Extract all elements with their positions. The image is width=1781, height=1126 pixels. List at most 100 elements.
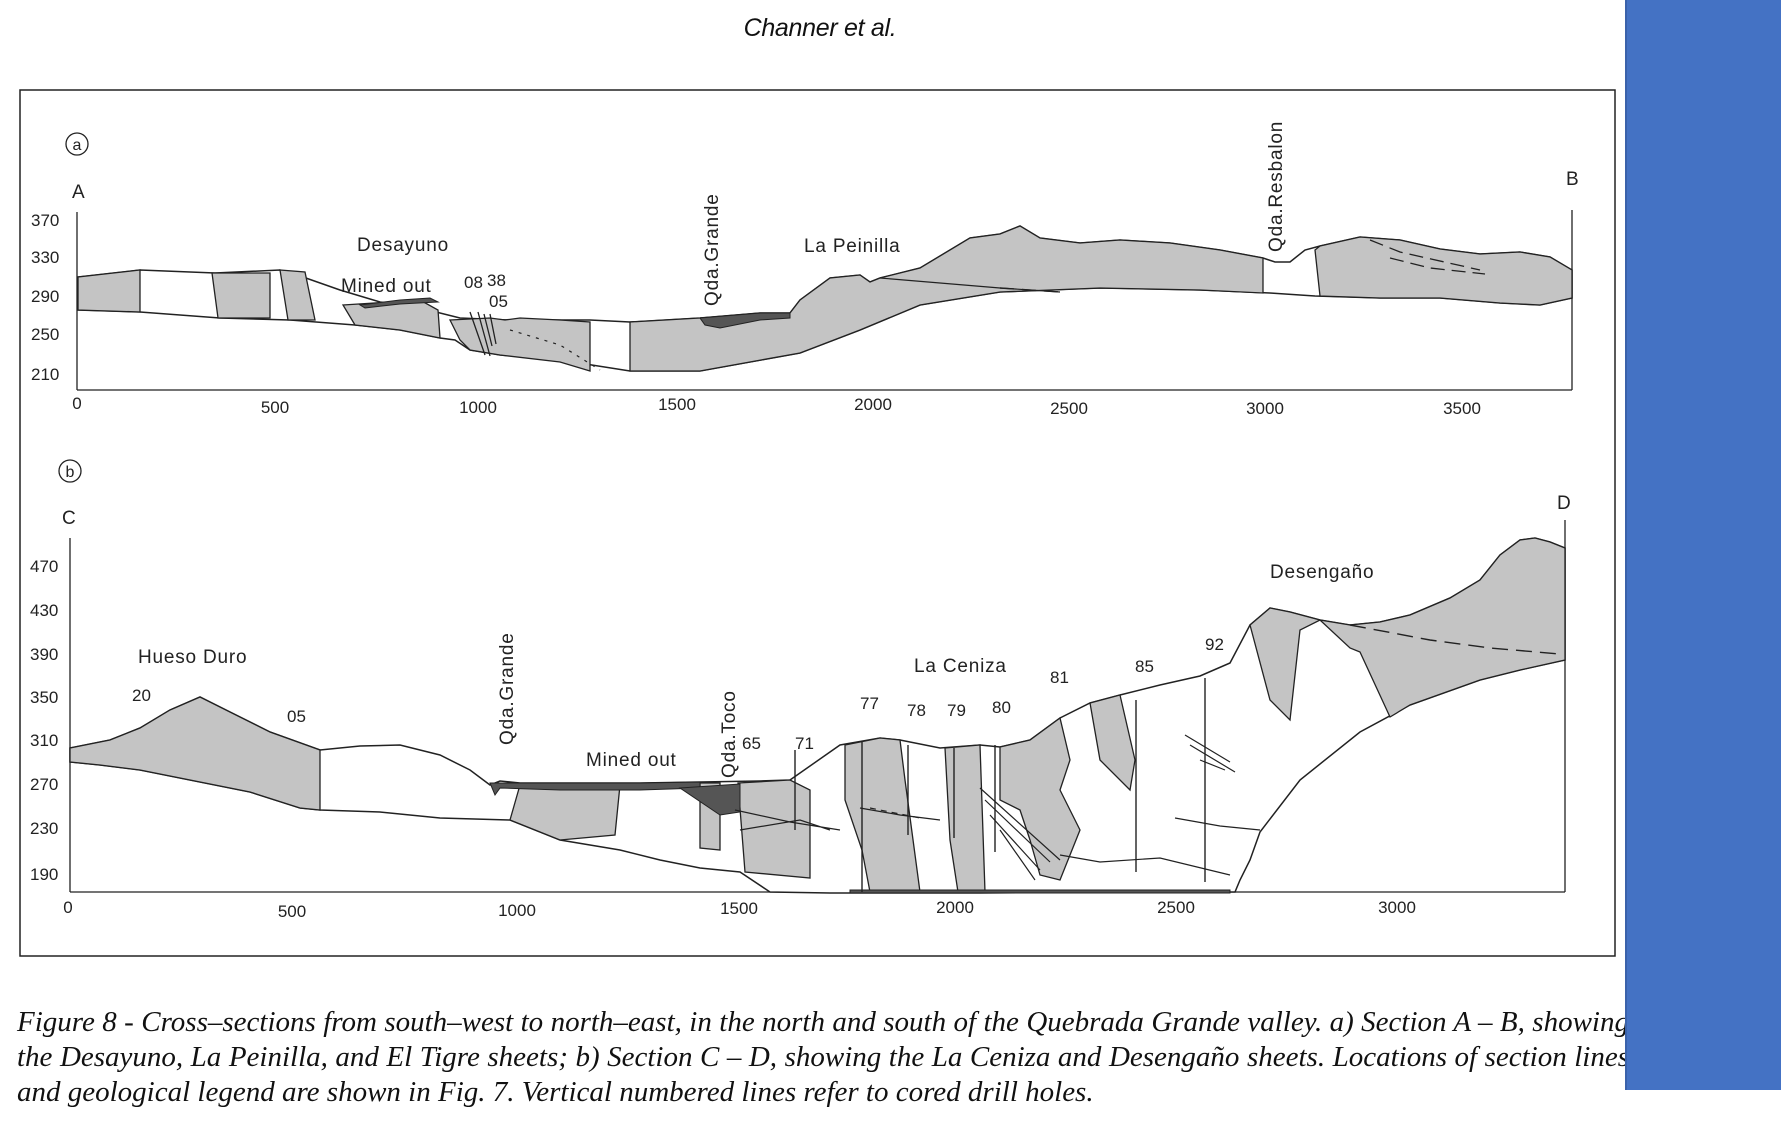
section-b-marker: b [66, 464, 75, 481]
x-tick: 3000 [1246, 399, 1284, 418]
section-b-contact-line [979, 787, 1061, 881]
section-a-contact-line [1369, 239, 1481, 271]
section-b-contact-line [1349, 624, 1561, 655]
y-tick: 370 [31, 211, 59, 230]
running-header-author: Channer et al. [743, 14, 897, 42]
section-a-dark-layer [358, 297, 440, 309]
section-a-contact-line [509, 329, 601, 371]
x-tick: 500 [278, 902, 306, 921]
drill-hole-label: 08 [464, 273, 483, 292]
section-b-dark-layer [849, 889, 1231, 894]
section-b-contact-line [1174, 817, 1261, 831]
section-b-start-label: C [62, 508, 77, 529]
section-b-rock-block [1089, 694, 1136, 792]
x-tick: 3000 [1378, 898, 1416, 917]
cross-section-figure: a A B 370 330 290 250 210 0 500 1000 150… [19, 89, 1616, 957]
y-tick: 290 [31, 287, 59, 306]
x-tick: 2000 [936, 898, 974, 917]
section-a-rock-block [448, 317, 591, 372]
section-a-fault-line [469, 311, 497, 357]
section-b-rock-block [509, 784, 621, 841]
y-tick: 230 [30, 819, 58, 838]
y-tick: 250 [31, 325, 59, 344]
section-b-y-ticks: 470 430 390 350 310 270 230 190 [30, 557, 58, 884]
section-b: b C D 470 430 390 350 310 270 230 190 0 … [30, 459, 1572, 921]
place-label-mined-out: Mined out [586, 750, 677, 771]
place-label-mined-out: Mined out [341, 276, 432, 297]
y-tick: 210 [31, 365, 59, 384]
drill-hole-label: 80 [992, 698, 1011, 717]
section-a-dark-layer [699, 312, 791, 329]
section-a-contact-line [1389, 257, 1486, 275]
place-label-desayuno: Desayuno [357, 235, 449, 256]
section-a-marker: a [73, 137, 82, 154]
drill-hole-label: 85 [1135, 657, 1154, 676]
section-a-rock-block [1314, 236, 1573, 306]
drill-hole-label: 05 [489, 292, 508, 311]
place-label-la-peinilla: La Peinilla [804, 236, 900, 257]
place-label-qda-grande: Qda.Grande [497, 632, 518, 745]
y-tick: 470 [30, 557, 58, 576]
y-tick: 390 [30, 645, 58, 664]
figure-caption: Figure 8 - Cross–sections from south–wes… [17, 1006, 1629, 1108]
x-tick: 1000 [459, 398, 497, 417]
place-label-qda-toco: Qda.Toco [719, 690, 740, 778]
drill-hole-label: 81 [1050, 668, 1069, 687]
section-a-end-label: B [1566, 169, 1579, 190]
y-tick: 190 [30, 865, 58, 884]
section-a-y-ticks: 370 330 290 250 210 [31, 211, 59, 384]
section-a-rock-block [211, 272, 271, 319]
drill-hole-label: 92 [1205, 635, 1224, 654]
section-b-contact-line [1184, 734, 1236, 773]
place-label-la-ceniza: La Ceniza [914, 656, 1007, 677]
section-a-start-label: A [72, 182, 85, 203]
section-b-rock-block [999, 716, 1081, 881]
section-a-marker-circle [65, 132, 89, 156]
x-tick: 2000 [854, 395, 892, 414]
place-label-hueso-duro: Hueso Duro [138, 647, 247, 668]
y-tick: 330 [31, 248, 59, 267]
x-tick: 0 [72, 394, 81, 413]
y-tick: 310 [30, 731, 58, 750]
section-b-contact-line [734, 807, 941, 831]
section-a-x-ticks: 0 500 1000 1500 2000 2500 3000 3500 [72, 394, 1481, 418]
section-b-dark-layer [678, 783, 741, 816]
y-tick: 270 [30, 775, 58, 794]
x-tick: 1500 [720, 899, 758, 918]
x-tick: 0 [63, 898, 72, 917]
drill-hole-label: 05 [287, 707, 306, 726]
drill-hole-label: 71 [795, 734, 814, 753]
section-a-rock-block [629, 225, 1264, 372]
place-label-qda-grande: Qda.Grande [702, 193, 723, 306]
drill-hole-label: 77 [860, 694, 879, 713]
x-tick: 500 [261, 398, 289, 417]
place-label-desengano: Desengaño [1270, 562, 1374, 583]
x-tick: 2500 [1157, 898, 1195, 917]
drill-hole-label: 65 [742, 734, 761, 753]
section-a-rock-block [279, 269, 316, 321]
section-a-rock-block [77, 269, 141, 313]
section-b-rock-block [737, 779, 811, 879]
drill-hole-label: 38 [487, 271, 506, 290]
drill-hole-label: 79 [947, 701, 966, 720]
section-b-contact-line [1059, 854, 1231, 876]
section-b-rock-block [1249, 537, 1566, 722]
section-b-drill-hole-lines [794, 678, 1206, 892]
section-a-rock-block [341, 299, 441, 339]
section-b-end-label: D [1557, 493, 1572, 514]
x-tick: 1500 [658, 395, 696, 414]
y-tick: 430 [30, 601, 58, 620]
section-b-marker-circle [58, 459, 82, 483]
section-b-x-ticks: 0 500 1000 1500 2000 2500 3000 [63, 898, 1416, 921]
x-tick: 3500 [1443, 399, 1481, 418]
x-tick: 1000 [498, 901, 536, 920]
section-b-contact-line [869, 807, 921, 819]
x-tick: 2500 [1050, 399, 1088, 418]
figure-frame [19, 89, 1616, 957]
side-panel [1625, 0, 1781, 1090]
section-b-rock-block [69, 696, 321, 811]
drill-hole-label: 20 [132, 686, 151, 705]
section-a: a A B 370 330 290 250 210 0 500 1000 150… [31, 121, 1579, 418]
section-a-contact-line [999, 287, 1061, 293]
place-label-qda-resbalon: Qda.Resbalon [1266, 121, 1287, 252]
